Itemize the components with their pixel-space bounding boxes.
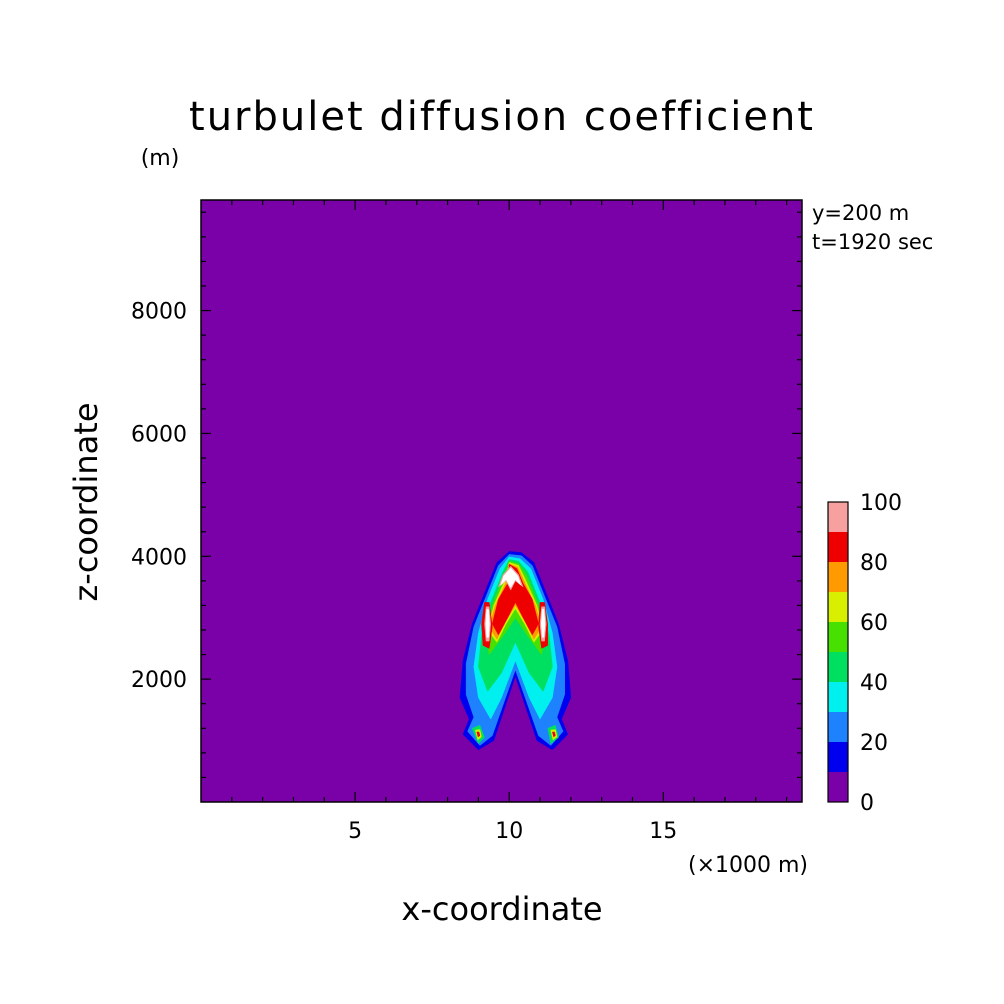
x-unit-label: (×1000 m) — [688, 853, 808, 878]
x-tick-labels: 5 10 15 — [348, 819, 677, 844]
x-tick-label: 10 — [495, 819, 523, 844]
annotation-y-slice: y=200 m — [812, 201, 909, 225]
colorbar-label: 100 — [860, 491, 902, 516]
contour-region-80 — [552, 731, 556, 738]
y-tick-label: 2000 — [131, 668, 187, 693]
chart-title: turbulet diffusion coefficient — [189, 94, 815, 140]
plot-frame — [200, 199, 803, 803]
axis-ticks — [201, 200, 802, 802]
colorbar-swatch — [828, 562, 848, 592]
colorbar-swatch — [828, 712, 848, 742]
y-tick-label: 6000 — [131, 422, 187, 447]
x-axis-label: x-coordinate — [401, 890, 602, 928]
colorbar-label: 60 — [860, 611, 888, 636]
colorbar: 0 20 40 60 80 100 — [827, 491, 902, 816]
y-tick-labels: 2000 4000 6000 8000 — [131, 300, 187, 694]
colorbar-swatch — [828, 652, 848, 682]
colorbar-swatch — [828, 622, 848, 652]
x-tick-label: 5 — [348, 819, 362, 844]
contour-region-100 — [485, 608, 490, 638]
colorbar-label: 40 — [860, 671, 888, 696]
y-unit-label: (m) — [141, 146, 180, 171]
colorbar-swatch — [828, 772, 848, 802]
plot-area — [200, 199, 803, 803]
contour-layer — [459, 551, 572, 751]
annotation-time: t=1920 sec — [812, 230, 933, 254]
contour-region-100 — [500, 567, 522, 588]
colorbar-swatch — [828, 592, 848, 622]
contour-region-100 — [541, 608, 546, 638]
colorbar-swatch — [828, 532, 848, 562]
colorbar-frame — [827, 501, 849, 803]
y-axis-label: z-coordinate — [67, 402, 105, 601]
colorbar-label: 0 — [860, 791, 874, 816]
colorbar-label: 20 — [860, 731, 888, 756]
colorbar-swatch — [828, 502, 848, 532]
x-tick-label: 15 — [649, 819, 677, 844]
contour-region-80 — [492, 564, 539, 636]
y-tick-label: 4000 — [131, 545, 187, 570]
colorbar-swatch — [828, 742, 848, 772]
y-tick-label: 8000 — [131, 300, 187, 325]
colorbar-label: 80 — [860, 551, 888, 576]
colorbar-swatch — [828, 682, 848, 712]
contour-region-80 — [476, 731, 481, 738]
